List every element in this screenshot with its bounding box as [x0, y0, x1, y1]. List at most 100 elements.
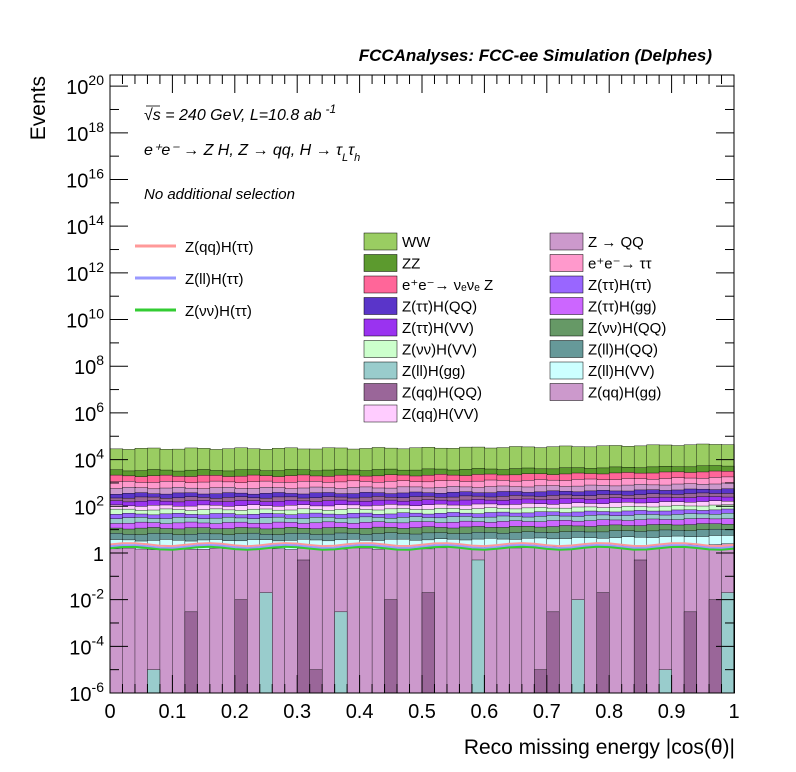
chart-title: FCCAnalyses: FCC-ee Simulation (Delphes): [359, 46, 713, 65]
legend-background-swatch: [363, 254, 398, 272]
y-tick-label: 1018: [66, 119, 104, 146]
legend-signal-label: Z(ll)H(ττ): [185, 271, 244, 288]
histogram-bar: [334, 611, 348, 694]
legend-background-swatch: [549, 361, 584, 380]
histogram-bar: [321, 548, 336, 694]
y-tick-label: 108: [74, 352, 104, 379]
x-tick-label: 0.3: [283, 701, 311, 723]
histogram-bar: [371, 548, 386, 694]
process-annotation: e⁺e⁻ → Z H, Z → qq, H → τLτh: [144, 142, 360, 164]
x-tick-labels: 0 0.1 0.2 0.3 0.4 0.5 0.6 0.7 0.8 0.9 1: [104, 701, 739, 723]
legend-background-label: Z → QQ: [588, 234, 644, 251]
legend-background-swatch: [363, 361, 398, 380]
histogram-bar: [621, 545, 635, 694]
histogram-bar: [521, 547, 535, 694]
legend-background-label: Z(ττ)H(VV): [402, 320, 474, 337]
legend-background-swatch: [549, 254, 584, 272]
legend-background-swatch: [549, 275, 584, 294]
legend-background-swatch: [363, 232, 398, 251]
x-tick-label: 0.9: [658, 701, 686, 723]
histogram-bar: [147, 669, 161, 694]
legend-background-swatch: [363, 383, 398, 401]
histogram-bar: [222, 548, 236, 694]
histogram-bar: [459, 547, 473, 694]
x-tick-label: 0.7: [533, 701, 561, 723]
legend-background-swatch: [363, 340, 398, 358]
histogram-bar: [122, 547, 136, 694]
y-tick-label: 10-6: [69, 679, 104, 706]
histogram-bar: [696, 545, 710, 694]
histogram-bar: [584, 545, 598, 694]
legend-background-label: Z(qq)H(VV): [402, 406, 479, 423]
x-tick-label: 0.6: [470, 701, 498, 723]
histogram-bar: [559, 547, 573, 694]
histogram-bar: [446, 547, 461, 694]
histogram-bar: [297, 559, 310, 694]
y-tick-label: 1020: [66, 72, 104, 99]
histogram-bar: [609, 546, 623, 694]
histogram-bar: [571, 599, 585, 694]
legend-background-label: Z(ττ)H(ττ): [588, 277, 652, 294]
legend-background-label: Z(qq)H(QQ): [402, 385, 482, 402]
histogram-bar: [109, 548, 124, 694]
x-tick-label: 0.4: [346, 701, 374, 723]
histogram-bar: [234, 599, 248, 694]
y-tick-label: 10-4: [69, 632, 104, 659]
histogram-bar: [184, 611, 198, 694]
legend-background-label: Z(ll)H(gg): [402, 363, 465, 380]
legend-background-swatch: [549, 383, 584, 401]
legend-background-label: e⁺e⁻→ ττ: [588, 256, 652, 273]
legend-background: WW ZZ e⁺e⁻→ νₑνₑ Z Z(ττ)H(QQ) Z(ττ)H(VV) Z(νν…: [363, 232, 666, 423]
y-tick-label: 1010: [66, 306, 104, 333]
x-tick-label: 0: [104, 701, 115, 723]
y-tick-label: 106: [74, 399, 104, 426]
y-tick-label: 1012: [66, 259, 104, 286]
legend-background-swatch: [549, 318, 584, 337]
legend-signal-label: Z(qq)H(ττ): [185, 239, 254, 256]
y-tick-label: 104: [74, 446, 104, 473]
histogram-bar: [484, 546, 498, 694]
y-tick-label: 1014: [66, 212, 104, 239]
y-tick-label: 10-2: [69, 586, 104, 613]
histogram-bar: [671, 544, 685, 694]
legend-background-swatch: [363, 297, 398, 315]
histogram-bar: [259, 592, 273, 694]
legend-background-label: Z(νν)H(VV): [402, 342, 477, 359]
y-tick-label: 1016: [66, 166, 104, 193]
histogram-bar: [247, 548, 261, 694]
histogram-bar: [471, 559, 485, 694]
histogram-bar: [596, 592, 610, 694]
signal-line: [109, 543, 735, 550]
energy-annotation: √s = 240 GeV, L=10.8 ab -1: [144, 102, 336, 124]
signal-line: [109, 545, 735, 551]
histogram-bar: [272, 548, 286, 694]
y-tick-labels: 10-6 10-4 10-2 1 102 104 106 108 1010 1012 1014 101…: [66, 72, 104, 706]
stacked-histogram: [109, 443, 735, 694]
legend-background-swatch: [363, 404, 398, 423]
histogram-bar: [346, 547, 361, 694]
x-tick-label: 0.1: [158, 701, 186, 723]
legend-background-label: Z(ττ)H(gg): [588, 299, 657, 316]
legend-background-label: Z(ττ)H(QQ): [402, 299, 477, 316]
legend-background-label: ZZ: [402, 256, 420, 273]
legend-background-swatch: [363, 275, 398, 294]
legend-background-swatch: [549, 232, 584, 251]
histogram-bar: [159, 548, 173, 694]
y-tick-label: 102: [74, 492, 104, 519]
signal-line: [109, 542, 735, 548]
histogram-bar: [646, 545, 660, 694]
histogram-bar: [134, 548, 149, 694]
x-tick-label: 1: [728, 701, 739, 723]
selection-annotation: No additional selection: [144, 186, 295, 203]
histogram-bar: [384, 599, 398, 694]
histogram-bar: [209, 547, 223, 694]
y-axis-label: Events: [27, 76, 50, 140]
histogram-bar: [658, 669, 672, 694]
histogram-bar: [546, 611, 560, 694]
histogram-bar: [421, 592, 435, 694]
legend-background-swatch: [549, 297, 584, 315]
histogram-bar: [633, 559, 647, 694]
histogram-bar: [496, 546, 510, 694]
histogram-bar: [534, 669, 548, 694]
